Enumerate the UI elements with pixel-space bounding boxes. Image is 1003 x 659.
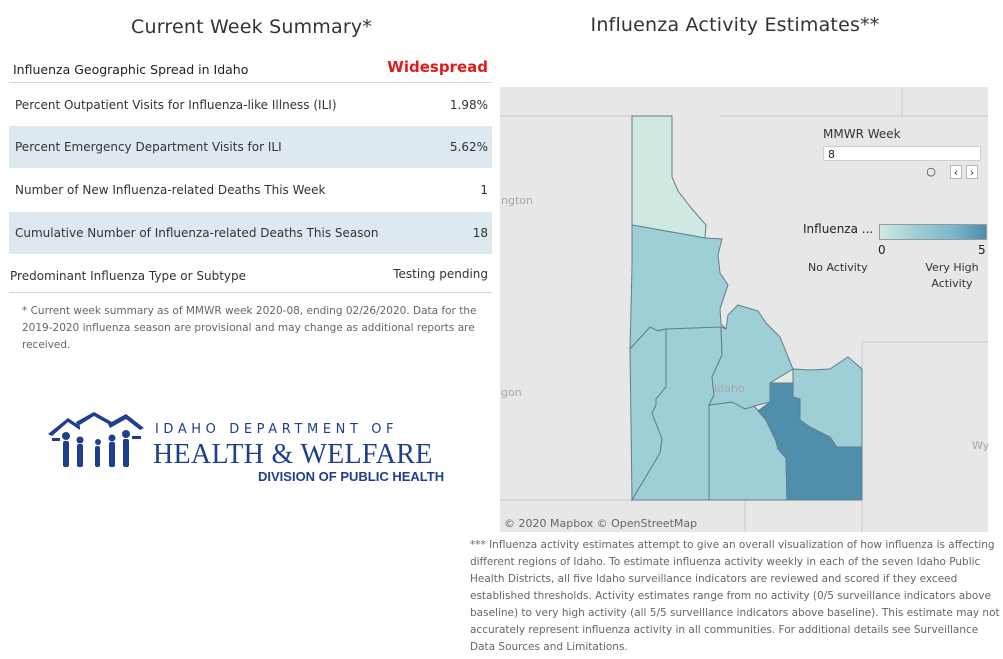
geographic-spread-row: Influenza Geographic Spread in Idaho Wid… xyxy=(9,55,492,83)
legend-low-label: No Activity xyxy=(808,261,868,274)
summary-row-new-deaths: Number of New Influenza-related Deaths T… xyxy=(9,169,492,211)
circle-icon: ○ xyxy=(926,165,936,178)
influenza-map[interactable] xyxy=(500,87,988,532)
predominant-type-label: Predominant Influenza Type or Subtype xyxy=(10,269,247,283)
summary-row-label: Percent Emergency Department Visits for … xyxy=(15,140,282,154)
summary-title: Current Week Summary* xyxy=(130,16,372,38)
legend-color-scale xyxy=(879,224,987,240)
mmwr-prev-button[interactable]: ‹ xyxy=(950,165,962,179)
mmwr-week-input[interactable]: 8 xyxy=(823,146,981,161)
district-1[interactable] xyxy=(631,115,707,239)
legend-min: 0 xyxy=(878,243,886,257)
summary-row-outpatient: Percent Outpatient Visits for Influenza-… xyxy=(9,84,492,126)
logo-line-department: IDAHO DEPARTMENT OF xyxy=(155,422,399,437)
summary-row-label: Cumulative Number of Influenza-related D… xyxy=(15,226,379,240)
summary-row-value: 18 xyxy=(472,226,488,240)
activity-disclaimer: *** Influenza activity estimates attempt… xyxy=(470,539,1000,653)
summary-footnote: * Current week summary as of MMWR week 2… xyxy=(22,305,477,351)
chevron-left-icon: ‹ xyxy=(953,166,959,179)
summary-row-label: Number of New Influenza-related Deaths T… xyxy=(15,183,326,197)
district-6[interactable] xyxy=(708,304,794,410)
district-6-east[interactable] xyxy=(792,356,863,448)
map-title: Influenza Activity Estimates** xyxy=(590,14,880,36)
logo-line-health-welfare: HEALTH & WELFARE xyxy=(153,439,433,470)
predominant-type-value: Testing pending xyxy=(393,267,488,281)
summary-row-value: 5.62% xyxy=(449,140,488,154)
map-label-oregon: gon xyxy=(501,386,522,399)
geographic-spread-label: Influenza Geographic Spread in Idaho xyxy=(13,62,249,77)
predominant-type-row: Predominant Influenza Type or Subtype Te… xyxy=(9,258,492,293)
mmwr-next-button[interactable]: › xyxy=(966,165,978,179)
summary-row-label: Percent Outpatient Visits for Influenza-… xyxy=(15,98,337,112)
summary-row-value: 1.98% xyxy=(449,98,488,112)
summary-row-value: 1 xyxy=(480,183,488,197)
legend-high-label: Very High Activity xyxy=(925,261,979,290)
mmwr-week-label: MMWR Week xyxy=(823,127,901,141)
map-label-wyoming: Wy xyxy=(972,439,990,452)
logo-line-division: DIVISION OF PUBLIC HEALTH xyxy=(258,469,445,484)
idaho-map-svg[interactable] xyxy=(500,87,988,532)
legend-title: Influenza ... xyxy=(803,222,874,236)
map-attribution[interactable]: © 2020 Mapbox © OpenStreetMap xyxy=(504,517,698,530)
legend-max: 5 xyxy=(978,243,986,257)
summary-row-emergency: Percent Emergency Department Visits for … xyxy=(9,126,492,168)
chevron-right-icon: › xyxy=(969,166,975,179)
family-house-logo-icon xyxy=(48,412,144,467)
geographic-spread-value: Widespread xyxy=(387,58,488,76)
idhw-logo: IDAHO DEPARTMENT OF HEALTH & WELFARE DIV… xyxy=(46,412,444,492)
map-label-idaho: Idaho xyxy=(714,382,745,395)
map-label-washington: ngton xyxy=(501,194,533,207)
mmwr-slider-thumb[interactable]: ○ xyxy=(925,165,937,179)
summary-row-cumulative-deaths: Cumulative Number of Influenza-related D… xyxy=(9,212,492,254)
